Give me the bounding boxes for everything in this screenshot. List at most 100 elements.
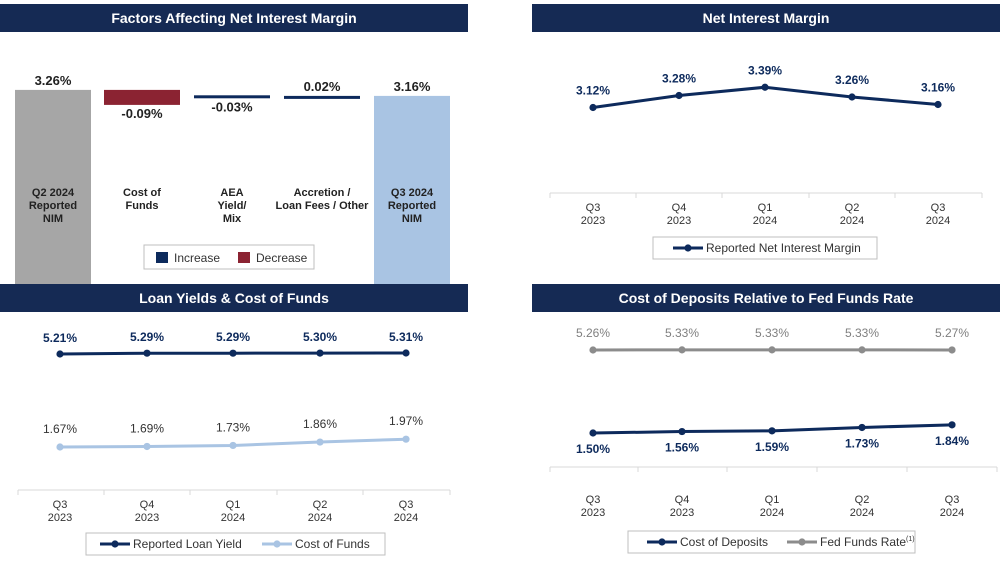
category-label-1: Q2 2024 Reported NIM xyxy=(29,187,77,225)
x-tick-label-4: Q2 2024 xyxy=(840,202,864,227)
series-1-label-5: 5.31% xyxy=(389,330,423,344)
series-2-label-5: 5.27% xyxy=(935,326,969,340)
series-1-label-3: 1.59% xyxy=(755,440,789,454)
legend-marker-1 xyxy=(658,538,666,546)
x-tick-label-2: Q4 2023 xyxy=(667,202,691,227)
nim-panel: Net Interest Margin Q3 2023 Q4 2023 Q1 2024 Q2… xyxy=(532,0,1000,280)
deposits-chart: Q3 2023 Q4 2023 Q1 2024 Q2 2024 Q3 2024 1.50% 1.56%… xyxy=(549,326,998,554)
loan-chart: Q3 2023 Q4 2023 Q1 2024 Q2 2024 Q3 2024 5.21% 5.29%… xyxy=(17,330,451,556)
loan-panel-title: Loan Yields & Cost of Funds xyxy=(139,290,329,306)
factors-panel-header: Factors Affecting Net Interest Margin xyxy=(0,4,468,32)
x-tick-label-1: Q3 2023 xyxy=(581,494,605,519)
data-label-2: -0.09% xyxy=(121,106,163,121)
series-1-point-4 xyxy=(848,93,856,101)
x-tick-label-1: Q3 2023 xyxy=(48,499,72,524)
series-2-point-5 xyxy=(402,435,410,443)
factors-panel: Factors Affecting Net Interest Margin 3.… xyxy=(0,0,468,286)
series-1-label-5: 3.16% xyxy=(921,81,955,95)
x-tick-label-2: Q4 2023 xyxy=(135,499,159,524)
nim-chart: Q3 2023 Q4 2023 Q1 2024 Q2 2024 Q3 2024 3.12% 3.28%… xyxy=(549,63,983,260)
deposits-panel-title: Cost of Deposits Relative to Fed Funds R… xyxy=(618,290,914,306)
data-label-5: 3.16% xyxy=(394,79,431,94)
x-tick-label-2: Q4 2023 xyxy=(670,494,694,519)
legend-marker-2 xyxy=(273,540,281,548)
category-label-2: Cost of Funds xyxy=(123,187,161,212)
series-1-point-1 xyxy=(589,429,597,437)
series-2-label-3: 1.73% xyxy=(216,420,250,434)
legend-box xyxy=(652,236,878,260)
series-1-point-3 xyxy=(229,349,237,357)
series-1-point-4 xyxy=(858,423,866,432)
x-tick-label-3: Q1 2024 xyxy=(221,499,245,524)
bar-5 xyxy=(374,95,450,286)
bar-4 xyxy=(284,95,360,99)
x-tick-label-5: Q3 2024 xyxy=(940,494,964,519)
legend-label-2: Fed Funds Rate(1) xyxy=(820,535,915,549)
bar-2 xyxy=(104,89,180,105)
series-1-label-3: 3.39% xyxy=(748,63,782,77)
series-1-label-2: 3.28% xyxy=(662,72,696,86)
series-2-point-1 xyxy=(56,443,64,451)
factors-panel-title: Factors Affecting Net Interest Margin xyxy=(111,10,357,26)
factors-chart: 3.26% Q2 2024 Reported NIM -0.09% Cost of Fund… xyxy=(15,73,450,286)
category-label-5: Q3 2024 Reported NIM xyxy=(388,187,436,225)
legend-marker-1 xyxy=(111,540,119,548)
legend-swatch-decrease xyxy=(238,252,250,263)
legend-box xyxy=(627,530,916,554)
legend-label-increase: Increase xyxy=(174,251,220,265)
data-label-4: 0.02% xyxy=(304,79,341,94)
series-1-point-5 xyxy=(402,349,410,357)
series-1-label-1: 3.12% xyxy=(576,84,610,98)
series-2-point-3 xyxy=(229,441,237,450)
series-1-label-1: 1.50% xyxy=(576,442,610,456)
series-2-point-3 xyxy=(768,346,776,354)
series-1-label-3: 5.29% xyxy=(216,330,250,344)
series-2-label-1: 5.26% xyxy=(576,326,610,340)
legend-box xyxy=(85,532,386,556)
series-1-point-5 xyxy=(948,421,956,429)
series-2-label-4: 1.86% xyxy=(303,417,337,431)
category-label-3: AEA Yield/Mix xyxy=(218,187,247,225)
series-1-label-2: 5.29% xyxy=(130,330,164,344)
series-1-point-2 xyxy=(678,427,686,436)
series-2-label-2: 5.33% xyxy=(665,326,699,340)
series-2-point-1 xyxy=(589,346,597,354)
nim-panel-header: Net Interest Margin xyxy=(532,4,1000,32)
legend-box xyxy=(143,244,315,270)
deposits-panel-header: Cost of Deposits Relative to Fed Funds R… xyxy=(532,284,1000,312)
series-2-point-2 xyxy=(143,442,151,451)
x-tick-label-1: Q3 2023 xyxy=(581,202,605,227)
series-1-point-4 xyxy=(316,349,324,357)
category-label-4: Accretion / Loan Fees / Other xyxy=(276,187,370,212)
series-1-label-4: 3.26% xyxy=(835,73,869,87)
series-2-point-4 xyxy=(858,346,866,354)
legend-label-1: Reported Net Interest Margin xyxy=(706,241,861,255)
legend-label-1: Reported Loan Yield xyxy=(133,537,242,551)
legend-label-1: Cost of Deposits xyxy=(680,535,768,549)
series-2-point-5 xyxy=(948,346,956,354)
series-2-label-4: 5.33% xyxy=(845,326,879,340)
series-2-point-4 xyxy=(316,438,324,446)
x-tick-label-4: Q2 2024 xyxy=(850,494,874,519)
legend-label-decrease: Decrease xyxy=(256,251,308,265)
series-1-label-4: 1.73% xyxy=(845,436,879,450)
series-1-label-4: 5.30% xyxy=(303,330,337,344)
legend-label-2: Cost of Funds xyxy=(295,537,370,551)
series-1-label-5: 1.84% xyxy=(935,434,969,448)
series-2-label-3: 5.33% xyxy=(755,326,789,340)
series-1-point-1 xyxy=(56,350,64,358)
series-1-label-2: 1.56% xyxy=(665,441,699,455)
bar-1 xyxy=(15,89,91,286)
x-tick-label-3: Q1 2024 xyxy=(760,494,784,519)
nim-panel-title: Net Interest Margin xyxy=(702,10,830,26)
x-tick-label-4: Q2 2024 xyxy=(308,499,332,524)
data-label-1: 3.26% xyxy=(35,73,72,88)
loan-panel: Loan Yields & Cost of Funds Q3 2023 Q4 2023… xyxy=(0,282,468,561)
data-label-3: -0.03% xyxy=(211,99,253,114)
loan-panel-header: Loan Yields & Cost of Funds xyxy=(0,284,468,312)
x-tick-label-5: Q3 2024 xyxy=(926,202,950,227)
series-1-point-3 xyxy=(768,427,776,435)
legend-marker-1 xyxy=(684,244,692,252)
bar-3 xyxy=(194,95,270,99)
x-tick-label-3: Q1 2024 xyxy=(753,202,777,227)
